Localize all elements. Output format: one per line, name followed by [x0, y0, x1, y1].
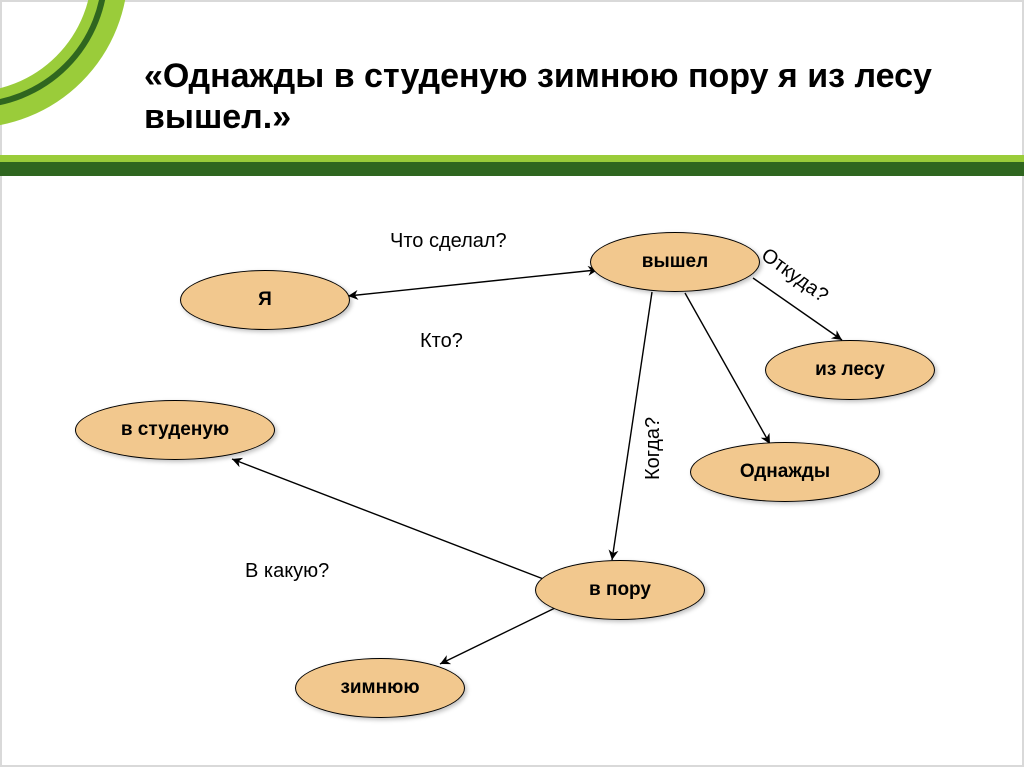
node-iz_lesu: из лесу: [765, 340, 935, 400]
node-v_poru: в пору: [535, 560, 705, 620]
slide-title: «Однажды в студеную зимнюю пору я из лес…: [144, 56, 964, 139]
node-vyshel: вышел: [590, 232, 760, 292]
node-zimnyuyu: зимнюю: [295, 658, 465, 718]
edge-label-kogda: Когда?: [642, 417, 665, 480]
edge-0: [348, 270, 596, 296]
edge-label-otkuda: Откуда?: [756, 244, 832, 308]
title-underline: [0, 155, 1024, 181]
node-odnazhdy: Однажды: [690, 442, 880, 502]
edge-label-v_kakuyu: В какую?: [245, 560, 329, 583]
edge-5: [440, 608, 555, 664]
edge-label-chto_sdelal: Что сделал?: [390, 230, 507, 253]
corner-arc-decoration: [0, 0, 140, 140]
edge-2: [685, 293, 770, 444]
edge-label-kto: Кто?: [420, 330, 463, 353]
node-ya: Я: [180, 270, 350, 330]
slide: «Однажды в студеную зимнюю пору я из лес…: [0, 0, 1024, 767]
node-v_studenuyu: в студеную: [75, 400, 275, 460]
